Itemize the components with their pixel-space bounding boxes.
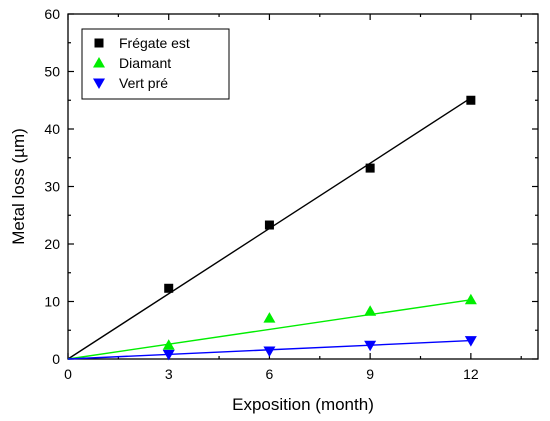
data-point-square (365, 163, 375, 173)
y-axis-title: Metal loss (µm) (9, 128, 28, 245)
legend-label: Diamant (119, 55, 171, 71)
data-point-triangle-up (162, 339, 175, 350)
x-tick-label: 9 (366, 366, 374, 382)
axes: 0 3 6 9 12 0 10 20 30 40 50 60 (44, 6, 539, 382)
x-tick-label: 3 (165, 366, 173, 382)
y-tick-label: 10 (44, 294, 60, 310)
x-tick-label: 12 (463, 366, 479, 382)
legend-label: Frégate est (119, 35, 190, 51)
y-tick-label: 0 (52, 351, 60, 367)
data-point-triangle-down (464, 336, 477, 347)
data-point-triangle-up (93, 57, 105, 68)
legend: Frégate est Diamant Vert pré (81, 28, 230, 100)
data-point-square (264, 220, 274, 230)
data-point-square (466, 95, 476, 105)
data-point-triangle-down (93, 78, 105, 89)
x-tick-label: 6 (266, 366, 274, 382)
data-point-triangle-up (263, 312, 276, 323)
y-tick-label: 60 (44, 6, 60, 22)
data-point-triangle-down (263, 346, 276, 357)
fit-line (67, 299, 471, 360)
data-point-triangle-up (464, 293, 477, 305)
y-tick-label: 20 (44, 236, 60, 252)
y-tick-label: 50 (44, 64, 60, 80)
legend-box (81, 28, 230, 100)
data-point-square (94, 38, 104, 48)
data-point-square (164, 283, 174, 293)
data-point-triangle-down (162, 349, 175, 361)
x-axis-title: Exposition (month) (232, 395, 374, 414)
data-point-triangle-up (364, 305, 377, 316)
y-tick-label: 30 (44, 179, 60, 195)
legend-label: Vert pré (119, 75, 168, 91)
data-point-triangle-down (364, 340, 377, 352)
y-tick-label: 40 (44, 121, 60, 137)
data-markers (162, 95, 477, 361)
x-tick-label: 0 (64, 366, 72, 382)
